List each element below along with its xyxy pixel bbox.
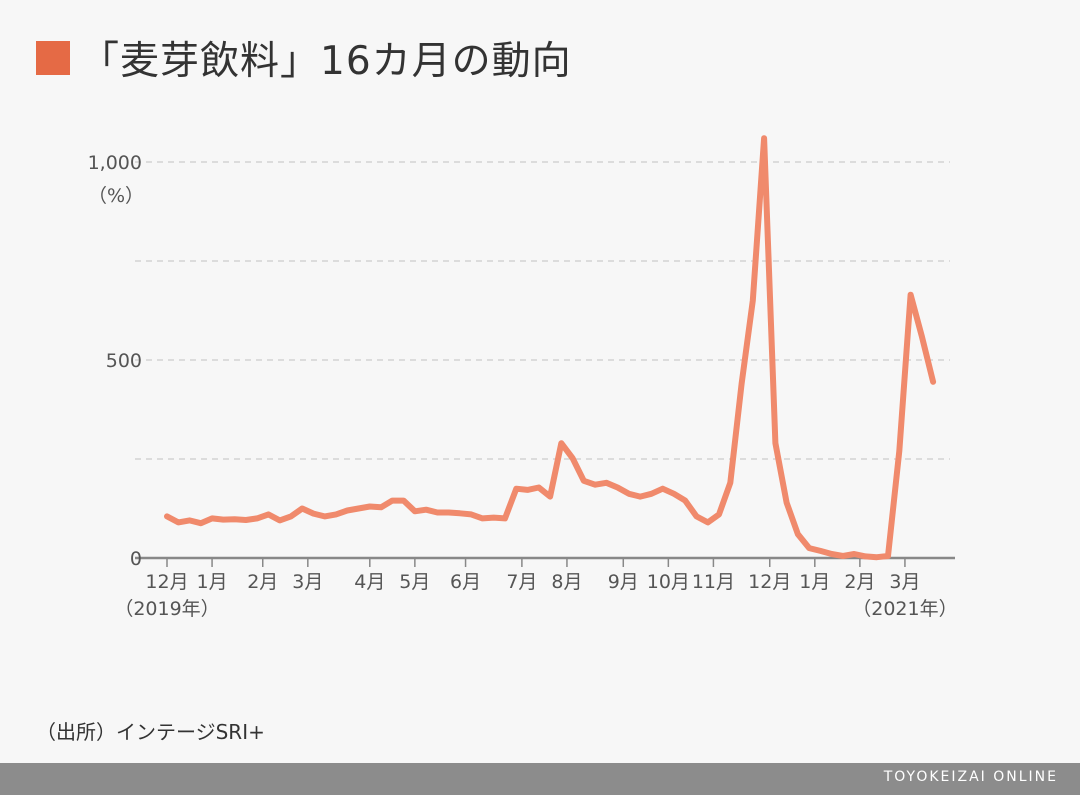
data-point	[649, 491, 654, 497]
data-point	[603, 480, 609, 486]
chart-title: 「麦芽飲料」16カ月の動向	[80, 39, 572, 84]
data-point	[322, 514, 328, 519]
x-tick-label: 3月	[292, 571, 323, 593]
data-point	[434, 510, 440, 515]
data-point	[232, 516, 237, 522]
data-point	[446, 510, 452, 515]
x-tick-label: 1月	[197, 571, 228, 593]
data-point	[806, 545, 812, 551]
x-tick-label: 2月	[844, 571, 875, 593]
data-point	[243, 517, 249, 523]
x-tick-label: 7月	[506, 571, 537, 593]
footer-bar: TOYOKEIZAI ONLINE	[0, 763, 1080, 795]
data-point	[491, 515, 497, 521]
data-point	[175, 519, 181, 525]
data-point	[513, 486, 519, 492]
data-point	[637, 494, 643, 500]
data-point	[558, 440, 564, 446]
x-tick-label: 4月	[354, 571, 385, 593]
data-point	[772, 440, 778, 446]
x-tick-label: 5月	[399, 571, 430, 593]
x-year-label: （2021年）	[852, 598, 957, 620]
data-point	[671, 491, 677, 497]
data-point	[288, 514, 294, 519]
data-point	[930, 379, 936, 385]
x-tick-label: 6月	[450, 571, 481, 593]
data-point	[750, 298, 756, 303]
data-point	[874, 554, 880, 560]
data-point	[412, 508, 418, 514]
data-point	[299, 506, 305, 511]
data-point	[265, 512, 271, 517]
data-point	[333, 512, 339, 517]
data-point	[525, 487, 530, 493]
data-point	[254, 516, 260, 521]
data-point	[423, 507, 429, 513]
data-point	[818, 548, 823, 554]
data-point	[277, 517, 283, 523]
data-point	[356, 506, 361, 511]
data-point	[863, 554, 868, 559]
data-point	[536, 485, 542, 490]
y-unit-label: （%）	[88, 185, 144, 207]
data-point	[626, 491, 632, 497]
data-point	[705, 519, 711, 525]
data-point	[401, 498, 406, 503]
data-point	[716, 512, 722, 517]
data-point	[615, 485, 621, 490]
line-chart: 0 500 1,000 （%） 12月 1月 2月 3月 4月 5月 6月 7月 8月 9月 10月 11月 1…	[88, 135, 958, 620]
data-point	[502, 516, 508, 521]
data-point	[220, 517, 226, 522]
data-point	[908, 292, 913, 298]
data-point	[885, 553, 891, 559]
footer-brand: TOYOKEIZAI ONLINE	[883, 769, 1058, 785]
data-point	[840, 553, 846, 559]
title-square-icon	[36, 41, 70, 75]
data-point	[378, 504, 384, 510]
data-point	[660, 486, 666, 492]
data-point	[829, 551, 835, 557]
x-tick-label: 12月	[145, 571, 188, 593]
data-point	[344, 508, 350, 513]
data-point	[480, 516, 485, 521]
data-point	[851, 551, 857, 557]
y-tick-label: 500	[106, 350, 142, 372]
data-point	[209, 516, 215, 521]
data-point	[547, 494, 553, 500]
x-tick-label: 9月	[608, 571, 639, 593]
data-point	[164, 514, 170, 519]
x-tick-label: 1月	[799, 571, 830, 593]
x-tick-label: 10月	[647, 571, 690, 593]
data-point	[739, 381, 744, 387]
x-tick-label: 12月	[748, 571, 791, 593]
data-point	[311, 511, 316, 517]
data-point	[682, 498, 688, 503]
data-point	[581, 478, 587, 484]
y-tick-label: 0	[130, 548, 142, 570]
x-year-label: （2019年）	[114, 598, 219, 620]
data-point	[592, 482, 598, 488]
source-note: （出所）インテージSRI+	[36, 720, 265, 744]
chart-title-group: 「麦芽飲料」16カ月の動向	[36, 30, 572, 86]
data-point	[761, 135, 767, 141]
data-point	[694, 514, 699, 519]
data-point	[389, 498, 395, 503]
data-point	[367, 504, 373, 509]
x-tick-label: 8月	[551, 571, 582, 593]
data-point	[570, 455, 575, 461]
data-point	[795, 531, 801, 537]
x-tick-label: 11月	[692, 571, 735, 593]
y-tick-label: 1,000	[88, 152, 142, 174]
x-tick-label: 2月	[247, 571, 278, 593]
x-tick-label: 3月	[889, 571, 920, 593]
data-point	[896, 448, 902, 454]
data-point	[784, 500, 790, 505]
data-point	[187, 517, 192, 523]
data-point	[468, 512, 474, 517]
data-point	[198, 520, 204, 526]
data-point	[919, 333, 925, 339]
data-point	[727, 480, 733, 486]
data-point	[457, 510, 463, 516]
